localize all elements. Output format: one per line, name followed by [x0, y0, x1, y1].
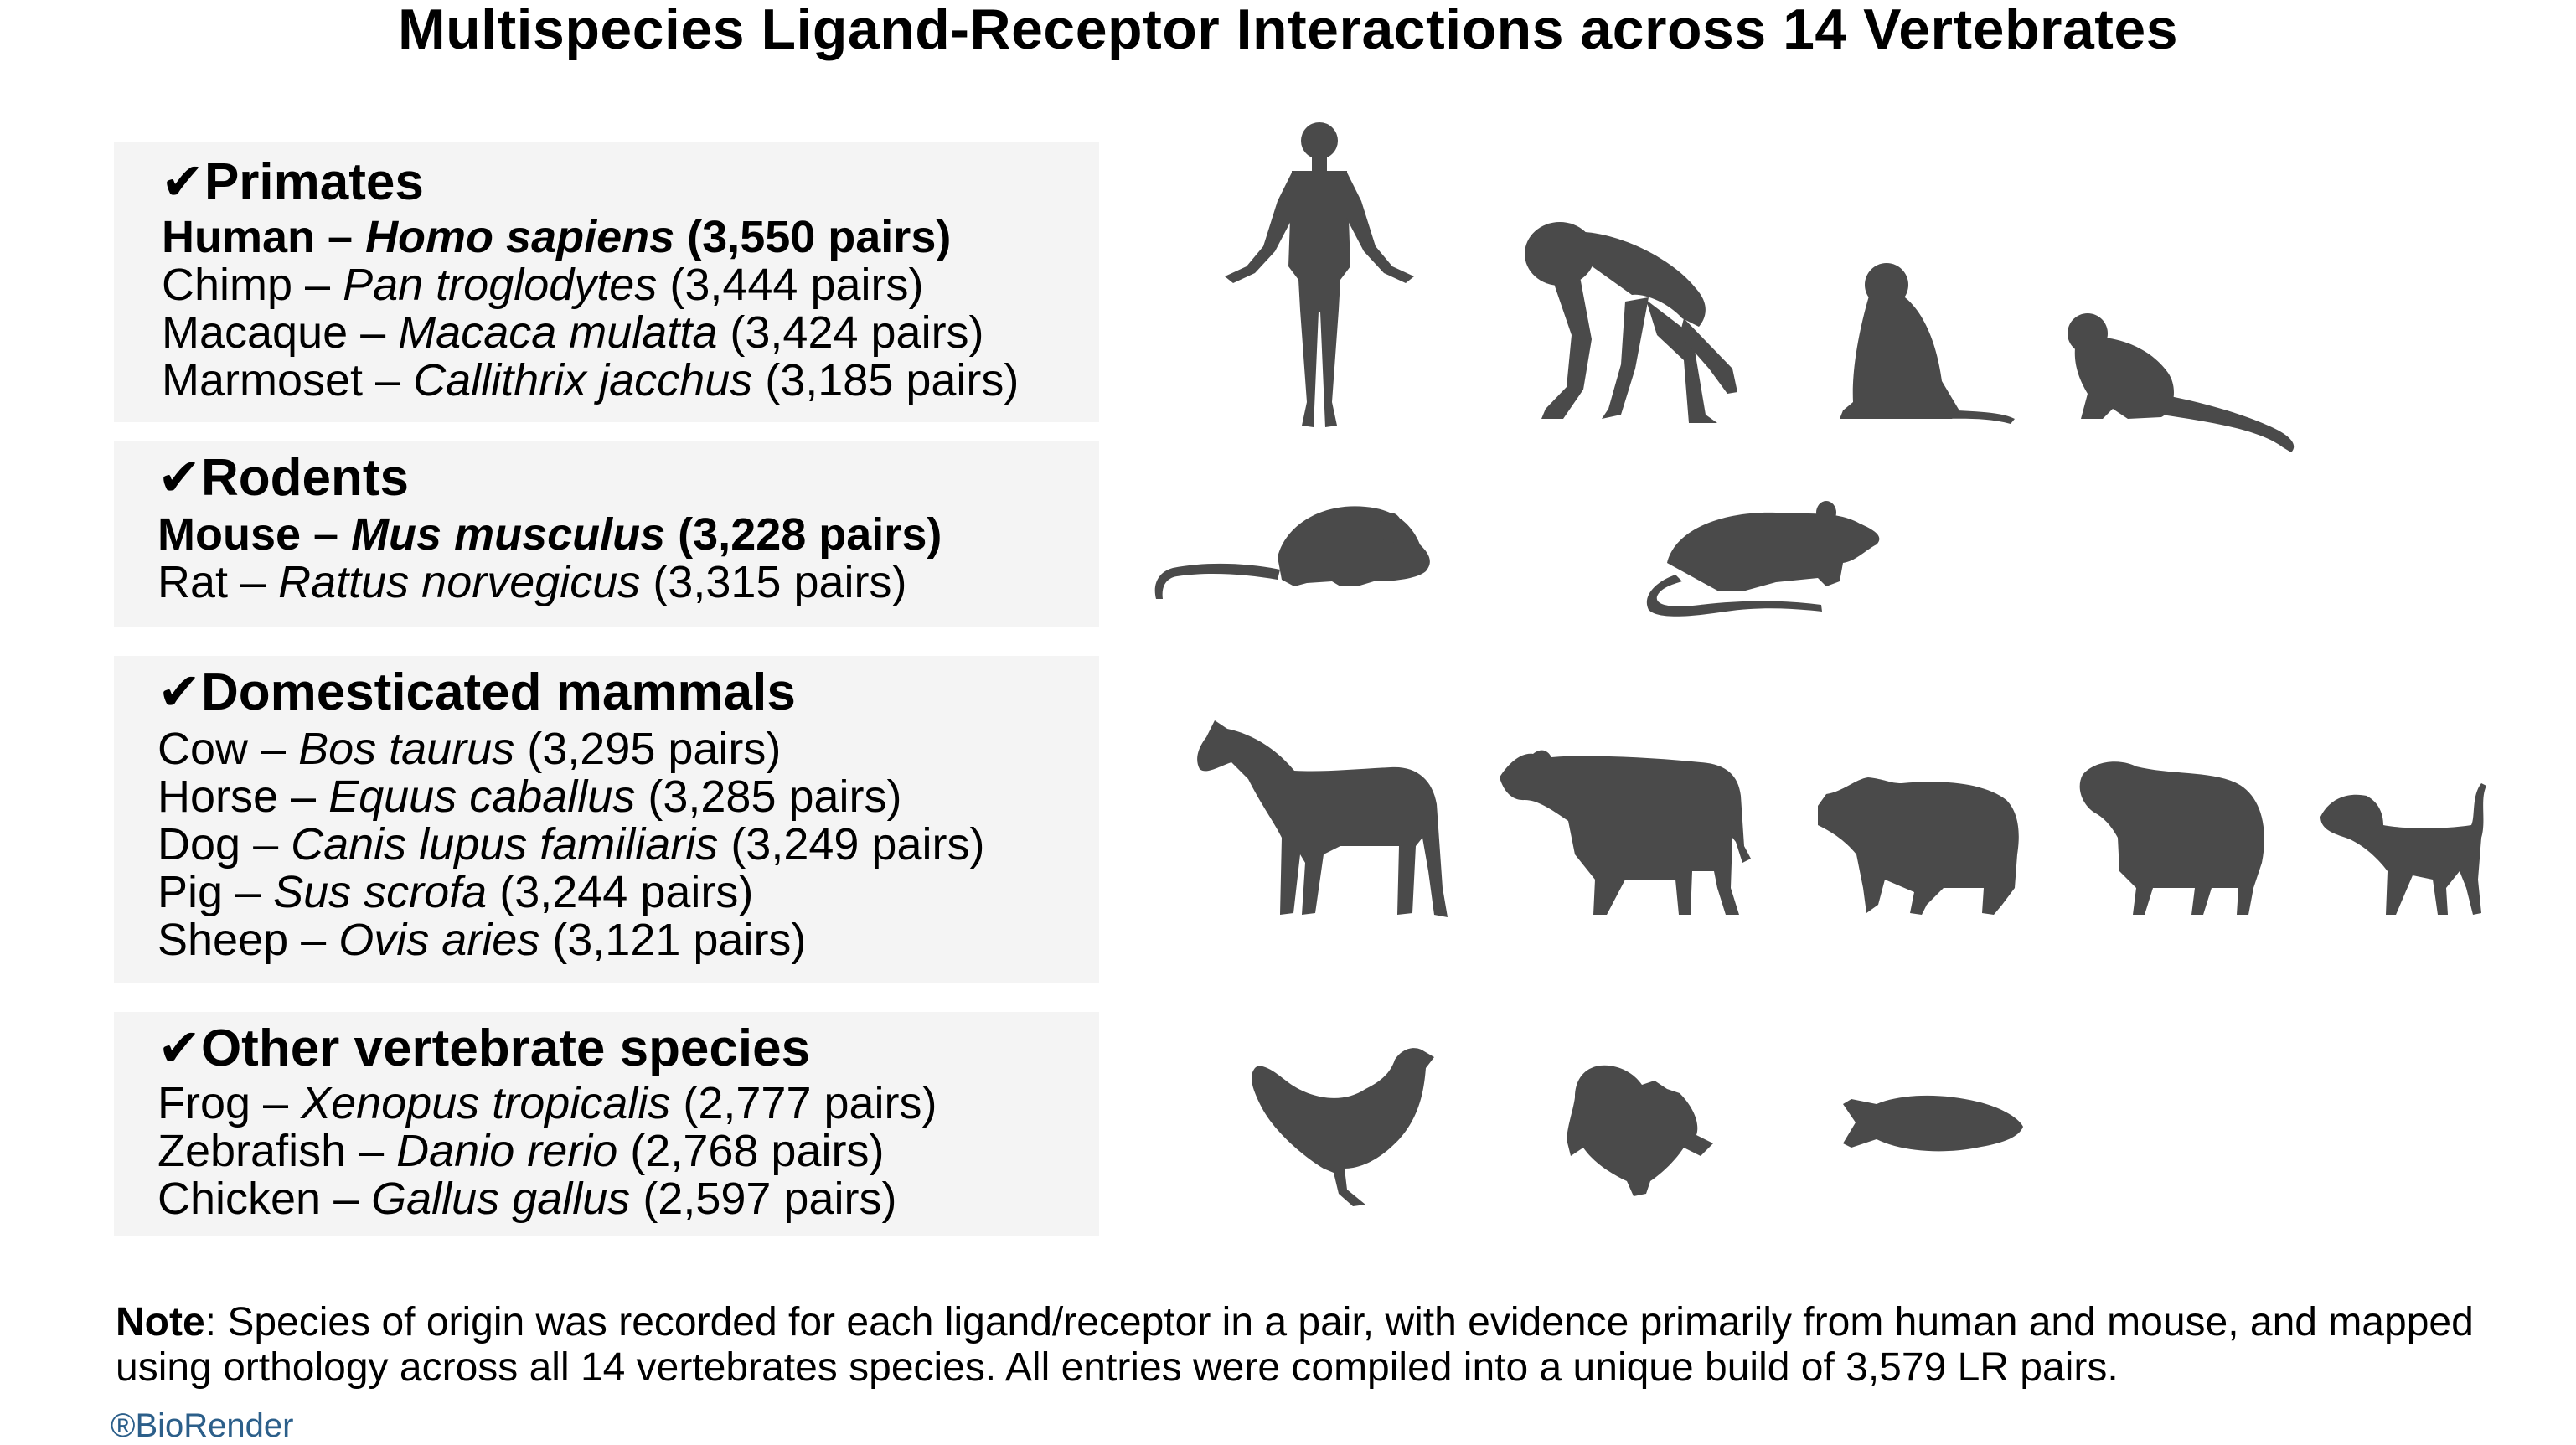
species-row: Chimp – Pan troglodytes (3,444 pairs)	[162, 260, 924, 310]
sheep-silhouette-icon	[2079, 761, 2264, 915]
group-heading: ✔Domesticated mammals	[157, 663, 796, 721]
species-common-name: Rat	[157, 557, 229, 607]
species-latin-name: Canis lupus familiaris	[291, 819, 719, 870]
panel-domesticated-mammals: ✔Domesticated mammals Cow – Bos taurus (…	[114, 656, 1099, 983]
group-heading: ✔Other vertebrate species	[157, 1019, 811, 1077]
species-pair-count: (3,444 pairs)	[669, 260, 924, 310]
species-row: Mouse – Mus musculus (3,228 pairs)	[157, 509, 942, 560]
panel-primates: ✔Primates Human – Homo sapiens (3,550 pa…	[114, 142, 1099, 422]
panel-rodents: ✔Rodents Mouse – Mus musculus (3,228 pai…	[114, 441, 1099, 627]
chicken-silhouette-icon	[1252, 1048, 1434, 1206]
note-label: Note	[116, 1300, 205, 1344]
group-heading: ✔Rodents	[157, 449, 409, 507]
species-latin-name: Gallus gallus	[371, 1174, 631, 1224]
species-latin-name: Danio rerio	[396, 1126, 618, 1176]
species-latin-name: Homo sapiens	[365, 212, 675, 262]
species-latin-name: Macaca mulatta	[398, 307, 718, 358]
species-common-name: Marmoset	[162, 355, 364, 405]
human-silhouette-icon	[1225, 122, 1414, 427]
species-pair-count: (2,777 pairs)	[683, 1078, 937, 1128]
species-pair-count: (3,185 pairs)	[765, 355, 1020, 405]
mouse-silhouette-icon	[1154, 506, 1430, 599]
dog-silhouette-icon	[2320, 783, 2486, 915]
species-pair-count: (3,315 pairs)	[653, 557, 907, 607]
species-row: Dog – Canis lupus familiaris (3,249 pair…	[157, 819, 985, 870]
figure-title: Multispecies Ligand-Receptor Interaction…	[397, 0, 2179, 61]
species-row: Pig – Sus scrofa (3,244 pairs)	[157, 867, 754, 917]
species-pair-count: (3,244 pairs)	[499, 867, 754, 917]
fish-silhouette-icon	[1843, 1095, 2023, 1152]
horse-silhouette-icon	[1197, 720, 1448, 917]
species-common-name: Chicken	[157, 1174, 322, 1224]
species-row: Frog – Xenopus tropicalis (2,777 pairs)	[157, 1078, 937, 1128]
species-common-name: Human	[162, 212, 316, 262]
species-row: Marmoset – Callithrix jacchus (3,185 pai…	[162, 355, 1020, 405]
note-text: : Species of origin was recorded for eac…	[116, 1300, 2474, 1390]
species-pair-count: (2,768 pairs)	[630, 1126, 885, 1176]
chimp-silhouette-icon	[1525, 222, 1737, 423]
biorender-credit: ®BioRender	[111, 1407, 294, 1444]
macaque-silhouette-icon	[1840, 263, 2015, 424]
frog-silhouette-icon	[1567, 1065, 1713, 1196]
rat-silhouette-icon	[1646, 501, 1880, 617]
species-latin-name: Xenopus tropicalis	[301, 1078, 671, 1128]
panel-other-vertebrates: ✔Other vertebrate species Frog – Xenopus…	[114, 1012, 1099, 1236]
species-row: Human – Homo sapiens (3,550 pairs)	[162, 212, 952, 262]
species-latin-name: Bos taurus	[298, 724, 515, 774]
species-common-name: Macaque	[162, 307, 348, 358]
species-latin-name: Rattus norvegicus	[278, 557, 641, 607]
species-pair-count: (3,121 pairs)	[552, 915, 807, 965]
species-row: Sheep – Ovis aries (3,121 pairs)	[157, 915, 807, 965]
species-pair-count: (3,295 pairs)	[527, 724, 782, 774]
species-row: Rat – Rattus norvegicus (3,315 pairs)	[157, 557, 907, 607]
species-row: Chicken – Gallus gallus (2,597 pairs)	[157, 1174, 897, 1224]
species-latin-name: Ovis aries	[338, 915, 540, 965]
species-common-name: Zebrafish	[157, 1126, 347, 1176]
species-row: Zebrafish – Danio rerio (2,768 pairs)	[157, 1126, 885, 1176]
species-common-name: Sheep	[157, 915, 289, 965]
species-latin-name: Pan troglodytes	[343, 260, 658, 310]
species-pair-count: (2,597 pairs)	[643, 1174, 897, 1224]
species-pair-count: (3,228 pairs)	[678, 509, 942, 560]
marmoset-silhouette-icon	[2068, 313, 2295, 452]
species-row: Macaque – Macaca mulatta (3,424 pairs)	[162, 307, 984, 358]
cow-silhouette-icon	[1500, 750, 1751, 915]
species-common-name: Chimp	[162, 260, 293, 310]
figure-note: Note: Species of origin was recorded for…	[116, 1300, 2545, 1391]
species-pair-count: (3,550 pairs)	[687, 212, 952, 262]
species-latin-name: Equus caballus	[328, 772, 636, 822]
species-common-name: Frog	[157, 1078, 251, 1128]
group-heading: ✔Primates	[161, 153, 424, 211]
species-latin-name: Mus musculus	[351, 509, 666, 560]
pig-silhouette-icon	[1818, 777, 2019, 915]
species-latin-name: Sus scrofa	[273, 867, 488, 917]
species-common-name: Cow	[157, 724, 249, 774]
species-common-name: Dog	[157, 819, 241, 870]
species-common-name: Pig	[157, 867, 224, 917]
species-row: Horse – Equus caballus (3,285 pairs)	[157, 772, 902, 822]
species-pair-count: (3,285 pairs)	[648, 772, 902, 822]
species-common-name: Horse	[157, 772, 279, 822]
species-latin-name: Callithrix jacchus	[413, 355, 753, 405]
species-common-name: Mouse	[157, 509, 302, 560]
species-pair-count: (3,424 pairs)	[730, 307, 984, 358]
species-row: Cow – Bos taurus (3,295 pairs)	[157, 724, 782, 774]
species-pair-count: (3,249 pairs)	[730, 819, 985, 870]
